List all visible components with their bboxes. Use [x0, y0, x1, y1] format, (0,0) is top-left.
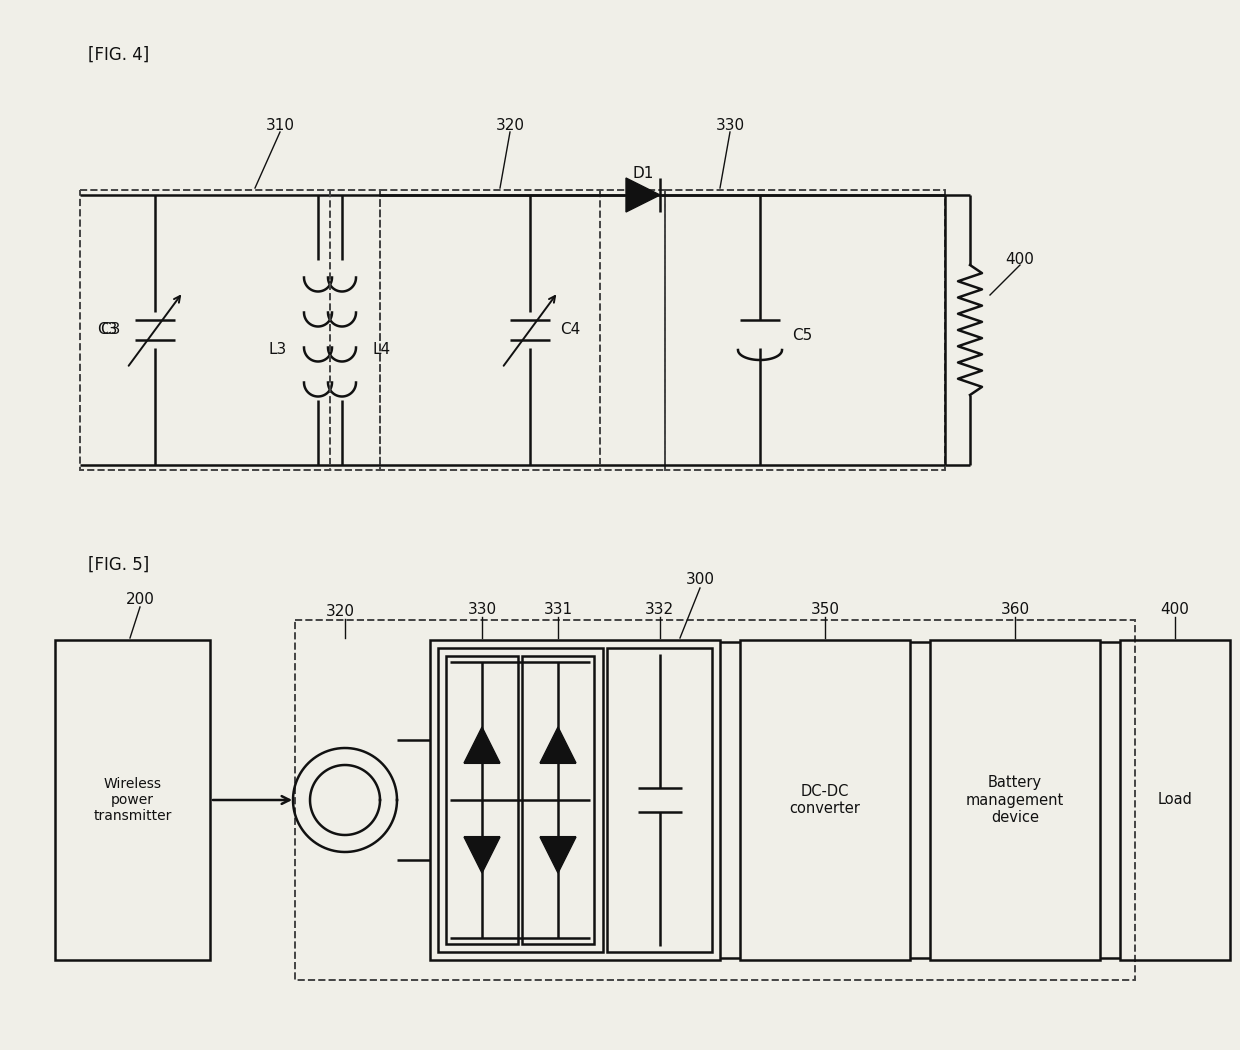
Text: 400: 400 [1006, 252, 1034, 268]
Text: L3: L3 [269, 342, 288, 357]
Text: 330: 330 [715, 118, 744, 132]
Text: [FIG. 5]: [FIG. 5] [88, 556, 149, 574]
Text: Load: Load [1158, 793, 1193, 807]
Text: C5: C5 [792, 328, 812, 342]
Text: 320: 320 [496, 118, 525, 132]
Text: 300: 300 [686, 572, 714, 588]
Text: 400: 400 [1161, 603, 1189, 617]
Text: 330: 330 [467, 603, 496, 617]
Text: 331: 331 [543, 603, 573, 617]
Text: 200: 200 [125, 592, 155, 608]
Polygon shape [464, 727, 500, 763]
Text: C3: C3 [97, 322, 118, 337]
Text: Wireless
power
transmitter: Wireless power transmitter [93, 777, 171, 823]
Polygon shape [626, 178, 660, 212]
Polygon shape [539, 727, 577, 763]
Text: 350: 350 [811, 603, 839, 617]
Polygon shape [464, 837, 500, 873]
Text: 360: 360 [1001, 603, 1029, 617]
Text: Battery
management
device: Battery management device [966, 775, 1064, 825]
Text: 332: 332 [645, 603, 675, 617]
Text: DC-DC
converter: DC-DC converter [790, 783, 861, 816]
Text: L4: L4 [373, 342, 391, 357]
Text: 310: 310 [265, 118, 295, 132]
Text: C4: C4 [560, 322, 580, 337]
Text: 320: 320 [325, 605, 355, 620]
Polygon shape [539, 837, 577, 873]
Text: C3: C3 [99, 322, 120, 337]
Text: D1: D1 [632, 166, 653, 181]
Text: [FIG. 4]: [FIG. 4] [88, 46, 149, 64]
